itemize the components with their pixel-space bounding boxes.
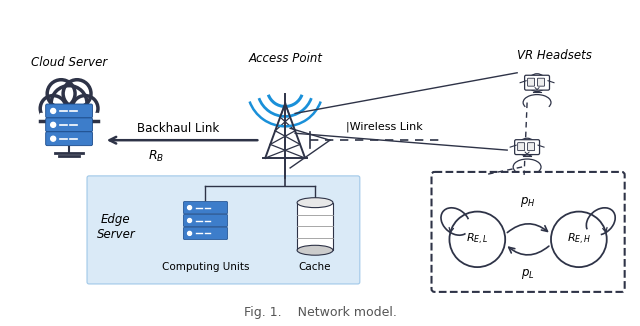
Text: Cloud Server: Cloud Server: [31, 56, 108, 69]
FancyBboxPatch shape: [518, 143, 525, 151]
FancyBboxPatch shape: [184, 227, 228, 240]
Text: Fig. 1.    Network model.: Fig. 1. Network model.: [244, 306, 396, 319]
FancyBboxPatch shape: [184, 201, 228, 214]
FancyBboxPatch shape: [45, 104, 93, 118]
Circle shape: [188, 206, 191, 210]
Text: Backhaul Link: Backhaul Link: [138, 122, 220, 135]
Circle shape: [188, 231, 191, 235]
Circle shape: [47, 80, 75, 108]
FancyBboxPatch shape: [87, 176, 360, 284]
FancyBboxPatch shape: [538, 78, 545, 86]
Text: $R_{E,L}$: $R_{E,L}$: [466, 232, 488, 247]
Text: $R_{E,H}$: $R_{E,H}$: [567, 232, 591, 247]
Ellipse shape: [297, 245, 333, 255]
Circle shape: [51, 122, 56, 127]
Text: |Wireless Link: |Wireless Link: [346, 121, 423, 132]
FancyBboxPatch shape: [515, 140, 540, 155]
Circle shape: [63, 80, 91, 108]
Text: Edge
Server: Edge Server: [97, 214, 135, 242]
Bar: [297, 203, 333, 250]
FancyBboxPatch shape: [525, 75, 550, 90]
Circle shape: [51, 136, 56, 141]
Text: VR Headsets: VR Headsets: [516, 50, 591, 62]
Circle shape: [188, 218, 191, 222]
Text: Computing Units: Computing Units: [162, 262, 249, 272]
Text: Cache: Cache: [299, 262, 332, 272]
FancyBboxPatch shape: [431, 172, 625, 292]
FancyBboxPatch shape: [527, 78, 534, 86]
Circle shape: [51, 86, 87, 121]
FancyBboxPatch shape: [45, 132, 93, 146]
Circle shape: [51, 109, 56, 113]
Text: Access Point: Access Point: [248, 52, 322, 66]
Text: $p_H$: $p_H$: [520, 195, 536, 209]
Text: $R_B$: $R_B$: [148, 149, 164, 164]
Ellipse shape: [297, 198, 333, 208]
FancyBboxPatch shape: [45, 118, 93, 132]
Circle shape: [72, 96, 98, 121]
Circle shape: [40, 96, 66, 121]
FancyBboxPatch shape: [527, 143, 534, 151]
Bar: [40, 113, 98, 123]
FancyBboxPatch shape: [184, 215, 228, 227]
Text: $p_L$: $p_L$: [522, 267, 535, 281]
